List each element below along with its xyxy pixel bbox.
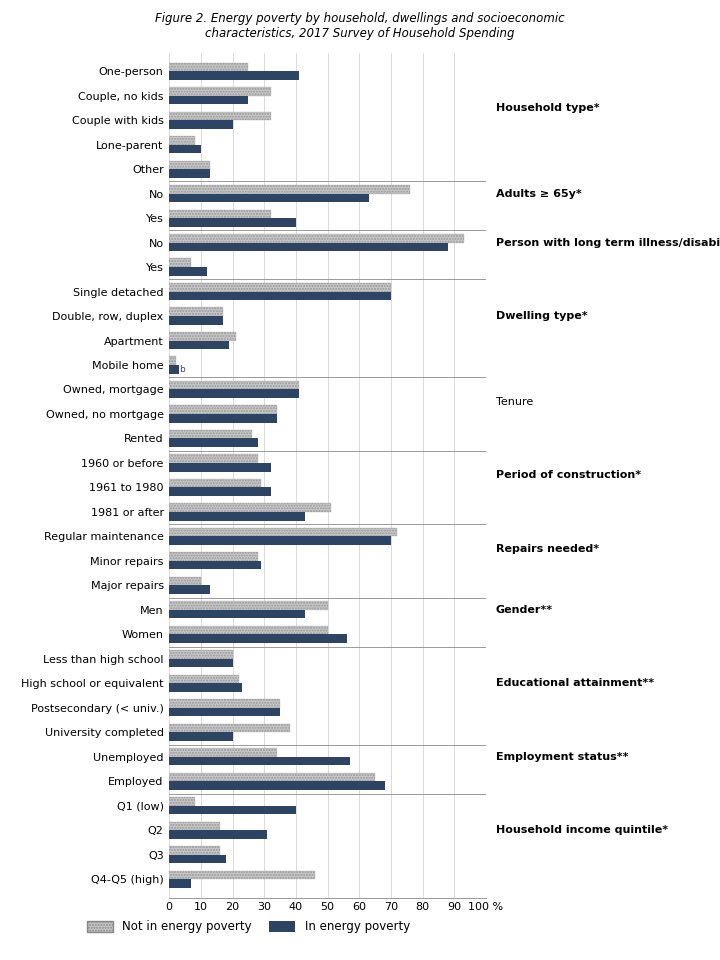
Bar — [169, 699, 280, 708]
Bar — [169, 708, 280, 716]
Bar — [169, 846, 220, 854]
Bar — [169, 659, 233, 667]
Bar — [169, 430, 251, 439]
Bar — [169, 797, 194, 805]
Bar — [169, 169, 210, 178]
Bar — [169, 854, 226, 863]
Bar — [169, 732, 233, 741]
Bar — [169, 537, 391, 545]
Bar — [169, 610, 305, 618]
Bar — [169, 626, 328, 635]
Bar — [169, 512, 305, 520]
Bar — [169, 194, 369, 203]
Bar — [169, 267, 207, 276]
Text: Person with long term illness/disability*: Person with long term illness/disability… — [495, 237, 720, 248]
Bar — [169, 479, 261, 488]
Bar — [169, 234, 464, 243]
Text: Gender**: Gender** — [495, 605, 553, 614]
Bar — [169, 258, 192, 267]
Bar — [169, 307, 223, 316]
Bar — [169, 805, 296, 814]
Bar — [169, 552, 258, 561]
Bar — [169, 243, 448, 252]
Text: b: b — [179, 365, 184, 373]
Bar — [169, 332, 235, 341]
Bar — [169, 488, 271, 496]
Bar — [169, 439, 258, 447]
Bar — [169, 87, 271, 96]
Text: Employment status**: Employment status** — [495, 752, 628, 762]
Bar — [169, 871, 315, 879]
Legend: Not in energy poverty, In energy poverty: Not in energy poverty, In energy poverty — [82, 916, 415, 938]
Bar — [169, 577, 201, 586]
Text: Household type*: Household type* — [495, 103, 599, 113]
Bar — [169, 879, 192, 888]
Text: Period of construction*: Period of construction* — [495, 470, 641, 480]
Bar — [169, 292, 391, 300]
Bar — [169, 405, 277, 414]
Bar — [169, 684, 242, 692]
Text: Adults ≥ 65y*: Adults ≥ 65y* — [495, 188, 581, 199]
Bar — [169, 822, 220, 830]
Bar — [169, 414, 277, 422]
Bar — [169, 316, 223, 324]
Bar — [169, 341, 230, 349]
Bar — [169, 120, 233, 129]
Bar — [169, 62, 248, 71]
Text: Household income quintile*: Household income quintile* — [495, 826, 667, 835]
Bar — [169, 381, 299, 390]
Bar — [169, 185, 410, 194]
Bar — [169, 136, 194, 145]
Bar — [169, 365, 179, 373]
Bar — [169, 454, 258, 463]
Text: Tenure: Tenure — [495, 396, 533, 407]
Bar — [169, 390, 299, 398]
Text: Dwelling type*: Dwelling type* — [495, 311, 587, 321]
Bar — [169, 675, 239, 684]
Text: Figure 2. Energy poverty by household, dwellings and socioeconomic
characteristi: Figure 2. Energy poverty by household, d… — [156, 12, 564, 40]
Bar — [169, 748, 277, 756]
Bar — [169, 528, 397, 537]
Bar — [169, 561, 261, 569]
Bar — [169, 724, 289, 732]
Bar — [169, 96, 248, 105]
Bar — [169, 635, 346, 643]
Text: Repairs needed*: Repairs needed* — [495, 543, 598, 554]
Bar — [169, 503, 330, 512]
Bar — [169, 463, 271, 471]
Bar — [169, 145, 201, 154]
Bar — [169, 283, 391, 292]
Bar — [169, 756, 350, 765]
Bar — [169, 111, 271, 120]
Bar — [169, 601, 328, 610]
Text: Educational attainment**: Educational attainment** — [495, 679, 654, 688]
Bar — [169, 650, 233, 659]
Bar — [169, 218, 296, 227]
Bar — [169, 781, 384, 790]
Bar — [169, 356, 176, 365]
Bar — [169, 71, 299, 80]
Bar — [169, 160, 210, 169]
Bar — [169, 830, 267, 839]
Bar — [169, 209, 271, 218]
Bar — [169, 773, 375, 781]
Bar — [169, 586, 210, 594]
